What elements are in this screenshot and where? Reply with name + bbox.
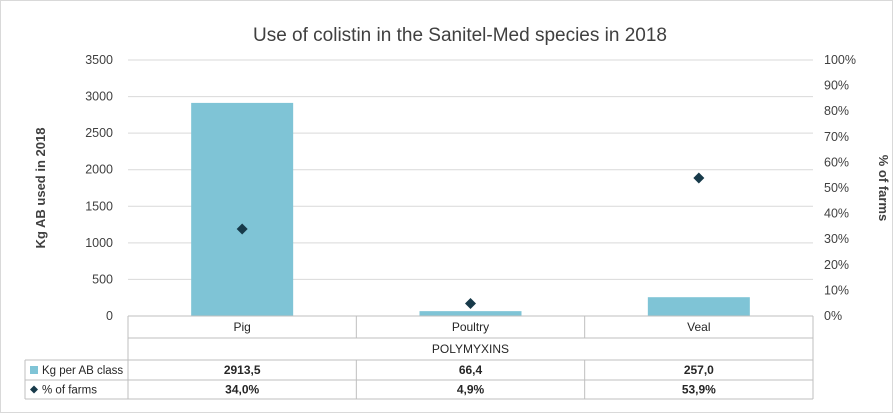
x-tick-label: Pig: [233, 320, 250, 334]
y-tick-label: 1500: [85, 199, 113, 213]
y2-tick-label: 90%: [824, 79, 849, 93]
y2-tick-label: 50%: [824, 181, 849, 195]
marker-poultry: [465, 297, 476, 309]
y2-tick-label: 10%: [824, 283, 849, 297]
y2-tick-label: 30%: [824, 232, 849, 246]
data-table-value: 34,0%: [225, 383, 259, 397]
y2-axis-title: % of farms: [876, 155, 891, 221]
y2-tick-label: 20%: [824, 258, 849, 272]
y2-tick-label: 40%: [824, 207, 849, 221]
bar-pig: [191, 102, 294, 316]
x-tick-label: Poultry: [452, 320, 489, 334]
bar-poultry: [419, 311, 522, 316]
y-tick-label: 2500: [85, 126, 113, 140]
y2-tick-label: 60%: [824, 155, 849, 169]
bar-veal: [647, 297, 750, 316]
data-table-value: 53,9%: [682, 383, 716, 397]
chart-title: Use of colistin in the Sanitel-Med speci…: [253, 25, 667, 46]
y-axis-title: Kg AB used in 2018: [33, 128, 48, 249]
data-table-value: 4,9%: [457, 383, 485, 397]
legend-swatch-marker: [30, 385, 38, 394]
data-table-value: 2913,5: [224, 363, 261, 377]
y2-tick-label: 80%: [824, 104, 849, 118]
legend-entry: Kg per AB class: [42, 365, 123, 377]
y-tick-label: 2000: [85, 163, 113, 177]
y-tick-label: 500: [92, 272, 113, 286]
y-tick-label: 1000: [85, 236, 113, 250]
category-group-label: POLYMYXINS: [432, 342, 509, 356]
data-table-value: 66,4: [459, 363, 483, 377]
y-tick-label: 0: [106, 309, 113, 323]
data-table-value: 257,0: [684, 363, 714, 377]
marker-pig: [236, 223, 248, 235]
x-tick-label: Veal: [687, 320, 710, 334]
y2-tick-label: 0%: [824, 309, 842, 323]
y-tick-label: 3000: [85, 90, 113, 104]
y-tick-label: 3500: [85, 53, 113, 67]
marker-veal: [693, 172, 705, 184]
legend-swatch-bar: [30, 366, 38, 374]
legend-entry: % of farms: [42, 385, 97, 397]
y2-tick-label: 70%: [824, 130, 849, 144]
y2-tick-label: 100%: [824, 53, 856, 67]
